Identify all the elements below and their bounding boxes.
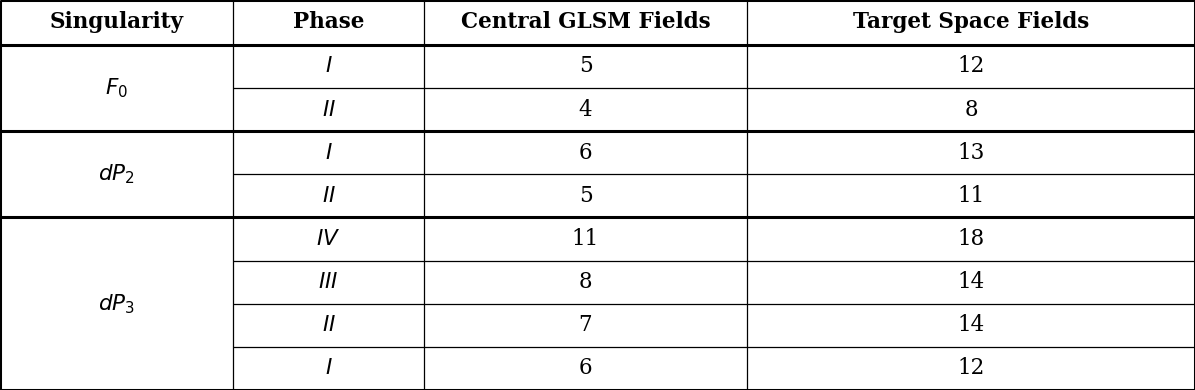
Text: 14: 14 [957,314,985,336]
Text: $I$: $I$ [325,55,332,78]
Text: 18: 18 [957,228,985,250]
Text: $dP_3$: $dP_3$ [98,292,135,316]
Text: $II$: $II$ [321,314,336,336]
Text: 11: 11 [572,228,599,250]
Text: 11: 11 [957,185,985,207]
Text: Central GLSM Fields: Central GLSM Fields [461,11,710,34]
Text: $I$: $I$ [325,357,332,379]
Text: 5: 5 [578,185,593,207]
Text: 13: 13 [957,142,985,164]
Text: $II$: $II$ [321,185,336,207]
Text: 14: 14 [957,271,985,293]
Text: $II$: $II$ [321,99,336,121]
Text: Phase: Phase [293,11,364,34]
Text: $dP_2$: $dP_2$ [98,163,135,186]
Text: 8: 8 [578,271,593,293]
Text: 12: 12 [957,357,985,379]
Text: 7: 7 [578,314,593,336]
Text: Singularity: Singularity [49,11,184,34]
Text: 8: 8 [964,99,978,121]
Text: 12: 12 [957,55,985,78]
Text: $IV$: $IV$ [317,228,341,250]
Text: 6: 6 [578,357,593,379]
Text: $I$: $I$ [325,142,332,164]
Text: $III$: $III$ [318,271,339,293]
Text: 5: 5 [578,55,593,78]
Text: 6: 6 [578,142,593,164]
Text: Target Space Fields: Target Space Fields [853,11,1089,34]
Text: $F_0$: $F_0$ [105,76,128,100]
Text: 4: 4 [578,99,593,121]
